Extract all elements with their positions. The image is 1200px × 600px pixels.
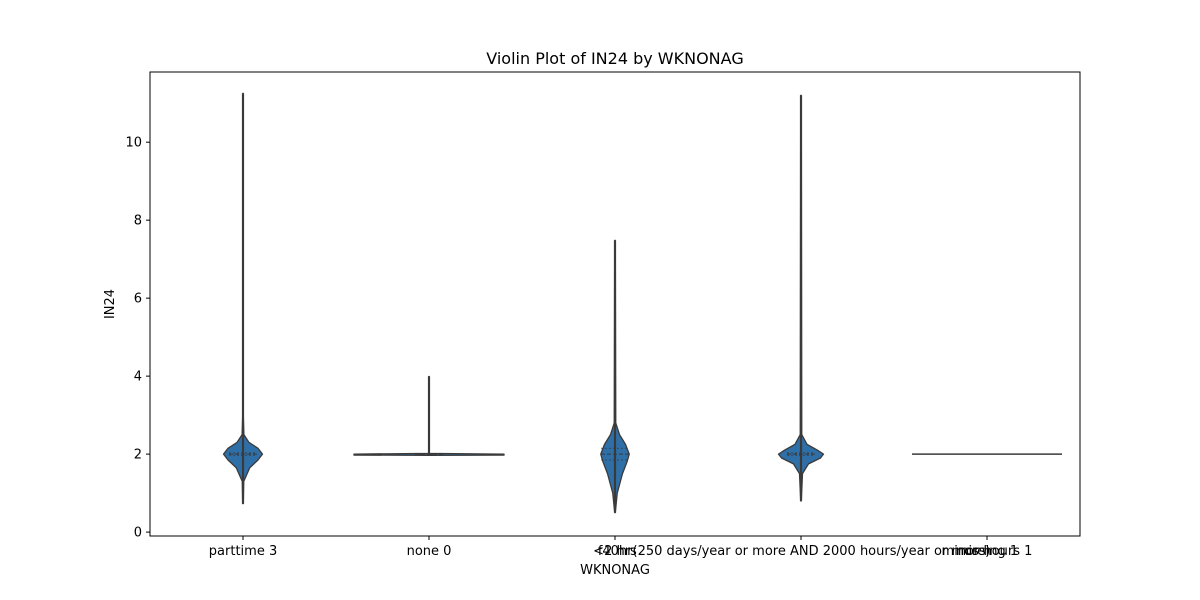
y-tick-label-0: 0 — [134, 526, 142, 541]
x-axis-label: WKNONAG — [580, 563, 650, 578]
x-tick-label-2: <2 hrs — [593, 544, 637, 559]
x-tick-label-3: f40hr(250 days/year or more AND 2000 hou… — [598, 544, 990, 559]
x-tick-label-0: parttime 3 — [209, 544, 277, 559]
y-tick-label-1: 2 — [134, 448, 142, 463]
y-axis-label: IN24 — [103, 289, 118, 319]
y-tick-label-3: 6 — [134, 292, 142, 307]
x-tick-label-4: missing 1 — [956, 544, 1018, 559]
y-axis: 0 2 4 6 8 10 — [125, 136, 150, 541]
x-tick-label-1: none 0 — [407, 544, 452, 559]
plot-frame — [149, 71, 1081, 537]
violins — [222, 92, 1062, 514]
y-tick-label-5: 10 — [125, 136, 142, 151]
x-tick-label-5: minor hours 1 — [942, 544, 1033, 559]
chart-title: Violin Plot of IN24 by WKNONAG — [486, 49, 743, 68]
y-tick-label-4: 8 — [134, 214, 142, 229]
y-tick-label-2: 4 — [134, 370, 142, 385]
